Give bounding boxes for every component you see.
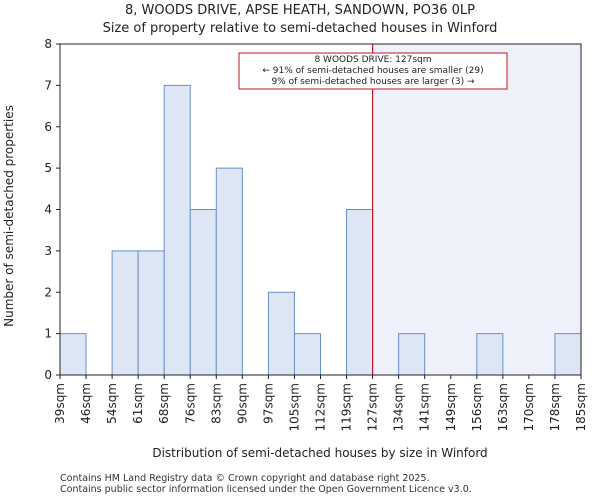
- x-tick-label: 61sqm: [131, 383, 145, 424]
- chart-title: 8, WOODS DRIVE, APSE HEATH, SANDOWN, PO3…: [125, 3, 475, 18]
- annotation-line-1: 8 WOODS DRIVE: 127sqm: [314, 55, 431, 65]
- x-tick-label: 178sqm: [548, 383, 562, 431]
- y-tick-label: 4: [44, 203, 52, 217]
- y-tick-label: 2: [44, 285, 52, 299]
- x-tick-label: 90sqm: [235, 383, 249, 424]
- bar: [476, 333, 504, 376]
- x-axis-label: Distribution of semi-detached houses by …: [152, 446, 487, 460]
- bar: [398, 333, 426, 376]
- annotation-line-3: 9% of semi-detached houses are larger (3…: [271, 77, 475, 87]
- bar: [267, 291, 295, 376]
- larger-region-highlight: [372, 44, 581, 375]
- chart-subtitle: Size of property relative to semi-detach…: [103, 21, 498, 36]
- bar: [137, 250, 165, 376]
- y-tick-label: 0: [44, 368, 52, 382]
- y-tick-label: 3: [44, 244, 52, 258]
- x-tick-label: 170sqm: [522, 383, 536, 431]
- x-tick-label: 149sqm: [444, 383, 458, 431]
- x-tick-label: 83sqm: [209, 383, 223, 424]
- x-tick-label: 156sqm: [470, 383, 484, 431]
- x-tick-label: 54sqm: [105, 383, 119, 424]
- x-tick-label: 119sqm: [340, 383, 354, 431]
- x-tick-label: 76sqm: [183, 383, 197, 424]
- plot-area: 0 1 2 3 4 5 6 7 8 39sqm 46sqm 54sqm 61sqm 68sqm 76sqm…: [44, 37, 588, 431]
- x-tick-label: 105sqm: [287, 383, 301, 431]
- x-tick-label: 141sqm: [418, 383, 432, 431]
- footer-copyright: Contains HM Land Registry data © Crown c…: [60, 473, 430, 484]
- y-axis: 0 1 2 3 4 5 6 7 8: [44, 37, 60, 382]
- x-tick-label: 97sqm: [261, 383, 275, 424]
- x-tick-label: 163sqm: [496, 383, 510, 431]
- x-axis: 39sqm 46sqm 54sqm 61sqm 68sqm 76sqm 83sqm 90sqm…: [53, 375, 588, 431]
- x-tick-label: 39sqm: [53, 383, 67, 424]
- bar: [346, 209, 374, 376]
- bars-group: [59, 84, 582, 376]
- x-tick-label: 134sqm: [392, 383, 406, 431]
- bar: [189, 209, 217, 376]
- bar: [293, 333, 322, 376]
- bar: [215, 167, 243, 376]
- x-tick-label: 127sqm: [366, 383, 380, 431]
- footer-licence: Contains public sector information licen…: [60, 484, 472, 495]
- x-tick-label: 112sqm: [314, 383, 328, 431]
- bar: [111, 250, 139, 376]
- annotation-box: 8 WOODS DRIVE: 127sqm ← 91% of semi-deta…: [238, 52, 508, 90]
- y-axis-label: Number of semi-detached properties: [2, 105, 16, 327]
- x-tick-label: 46sqm: [79, 383, 93, 424]
- bar: [554, 333, 582, 376]
- y-tick-label: 6: [44, 120, 52, 134]
- annotation-line-2: ← 91% of semi-detached houses are smalle…: [262, 66, 483, 76]
- y-tick-label: 1: [44, 327, 52, 341]
- x-tick-label: 185sqm: [574, 383, 588, 431]
- y-tick-label: 5: [44, 161, 52, 175]
- y-tick-label: 7: [44, 78, 52, 92]
- x-tick-label: 68sqm: [157, 383, 171, 424]
- bar: [59, 333, 87, 376]
- bar: [163, 84, 191, 376]
- y-tick-label: 8: [44, 37, 52, 51]
